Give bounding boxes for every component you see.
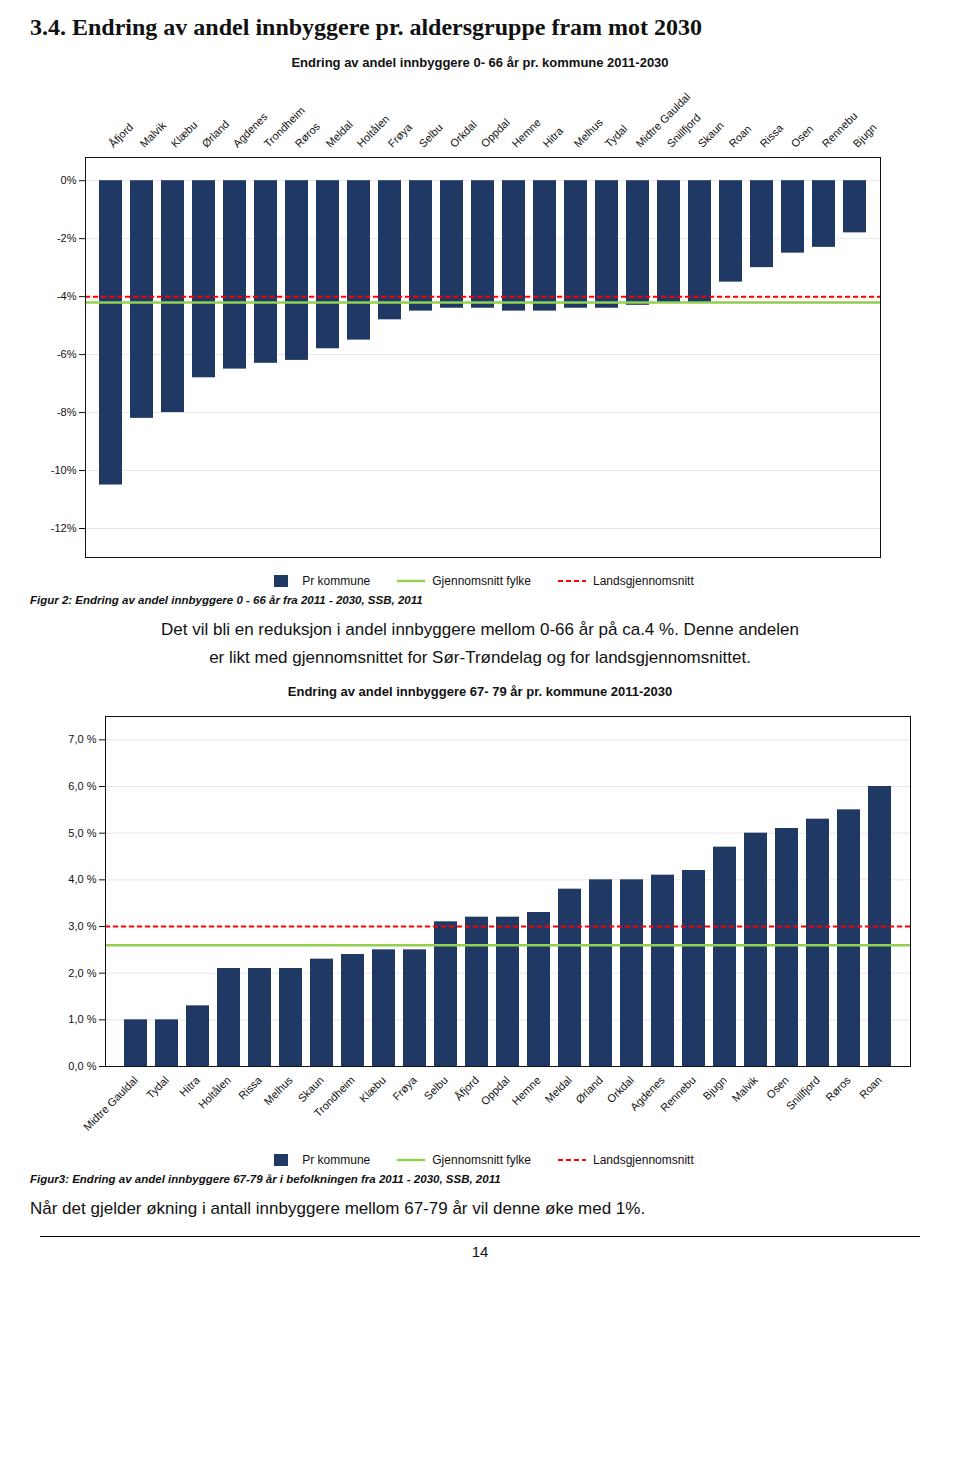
svg-text:Hemne: Hemne [509,116,543,150]
svg-text:Rennebu: Rennebu [819,109,860,150]
svg-text:Skaun: Skaun [295,1073,326,1104]
svg-text:Orkdal: Orkdal [604,1073,636,1105]
svg-text:-6%: -6% [57,348,77,360]
svg-text:5,0 %: 5,0 % [68,826,96,838]
svg-text:Orkdal: Orkdal [447,118,478,149]
svg-text:Holtålen: Holtålen [196,1073,233,1110]
svg-text:Åfjord: Åfjord [106,121,135,150]
html-text:Det vil bli en reduksjon i and: Det vil bli en reduksjon i andel innbygg… [161,620,799,639]
html-text:Endring av andel innbyggere 67: Endring av andel innbyggere 67- 79 år pr… [287,683,673,699]
svg-text:Røros: Røros [823,1073,853,1103]
svg-text:Melhus: Melhus [261,1073,295,1107]
svg-text:Meldal: Meldal [323,118,354,149]
html-text:Gjennomsnitt fylke: Gjennomsnitt fylke [432,574,531,588]
svg-text:Bjugn: Bjugn [701,1073,729,1101]
svg-text:Midtre Gauldal: Midtre Gauldal [633,90,692,149]
html-text:Når det gjelder økning i antal: Når det gjelder økning i antall innbygge… [30,1198,646,1218]
svg-text:-10%: -10% [51,464,77,476]
svg-text:Melhus: Melhus [571,116,605,150]
html-text:er likt med gjennomsnittet for: er likt med gjennomsnittet for Sør-Trønd… [209,647,751,667]
svg-text:0%: 0% [61,174,77,186]
svg-text:Hemne: Hemne [509,1073,543,1107]
svg-text:1,0 %: 1,0 % [68,1013,96,1025]
html-text:Landsgjennomsnitt: Landsgjennomsnitt [593,1152,694,1167]
svg-text:-2%: -2% [57,232,77,244]
html-text:Landsgjennomsnitt: Landsgjennomsnitt [593,574,694,588]
html-text:Pr kommune: Pr kommune [302,1152,371,1167]
svg-text:4,0 %: 4,0 % [68,873,96,885]
svg-text:-12%: -12% [51,522,77,534]
svg-text:Snillfjord: Snillfjord [664,111,703,150]
svg-text:Osen: Osen [764,1073,791,1100]
svg-text:Roan: Roan [857,1073,884,1100]
svg-text:Røros: Røros [292,120,322,150]
svg-text:Klæbu: Klæbu [168,119,199,150]
svg-text:Frøya: Frøya [385,120,414,149]
svg-text:-4%: -4% [57,290,77,302]
svg-text:Selbu: Selbu [422,1073,450,1101]
svg-text:Trondheim: Trondheim [261,104,307,150]
svg-text:6,0 %: 6,0 % [68,780,96,792]
svg-text:Osen: Osen [788,122,815,149]
html-text:Figur 2: Endring av andel innb: Figur 2: Endring av andel innbyggere 0 -… [30,594,423,606]
svg-text:2,0 %: 2,0 % [68,966,96,978]
html-text:Figur3: Endring av andel innby: Figur3: Endring av andel innbyggere 67-7… [30,1172,501,1185]
svg-text:Tydal: Tydal [144,1073,171,1100]
svg-text:0,0 %: 0,0 % [68,1060,96,1072]
svg-text:Roan: Roan [726,122,753,149]
svg-text:7,0 %: 7,0 % [68,733,96,745]
svg-text:-8%: -8% [57,406,77,418]
svg-text:Meldal: Meldal [543,1073,574,1104]
svg-text:Malvik: Malvik [137,119,168,150]
svg-text:Midtre Gauldal: Midtre Gauldal [81,1073,140,1132]
svg-text:Selbu: Selbu [416,121,444,149]
svg-text:Rissa: Rissa [236,1073,265,1102]
html-text:Endring av andel innbyggere 0-: Endring av andel innbyggere 0- 66 år pr.… [291,55,669,70]
svg-text:Agdenes: Agdenes [627,1073,667,1113]
svg-text:Oppdal: Oppdal [478,1073,512,1107]
svg-text:3,0 %: 3,0 % [68,920,96,932]
svg-text:Klæbu: Klæbu [357,1073,388,1104]
html-text:Pr kommune: Pr kommune [302,574,371,588]
svg-text:Hitra: Hitra [177,1073,203,1099]
svg-text:Oppdal: Oppdal [478,116,512,150]
svg-text:Trondheim: Trondheim [312,1073,357,1118]
svg-text:Rissa: Rissa [757,121,786,150]
html-text:Gjennomsnitt fylke: Gjennomsnitt fylke [432,1152,531,1167]
svg-text:Åfjord: Åfjord [452,1073,481,1102]
svg-text:Holtålen: Holtålen [354,113,391,150]
svg-text:Snillfjord: Snillfjord [784,1073,822,1111]
svg-text:Frøya: Frøya [390,1073,419,1102]
svg-text:Ørland: Ørland [199,118,231,150]
svg-text:Hitra: Hitra [540,124,566,150]
svg-text:Rennebu: Rennebu [658,1073,698,1113]
html-text:3.4. Endring av andel innbygge: 3.4. Endring av andel innbyggere pr. ald… [30,14,702,40]
svg-text:Ørland: Ørland [573,1073,605,1105]
svg-text:Malvik: Malvik [729,1073,760,1104]
svg-text:Tydal: Tydal [602,122,629,149]
html-text:14: 14 [471,1243,489,1261]
svg-text:Skaun: Skaun [695,119,726,150]
svg-text:Agdenes: Agdenes [230,110,270,150]
svg-text:Bjugn: Bjugn [850,121,878,149]
